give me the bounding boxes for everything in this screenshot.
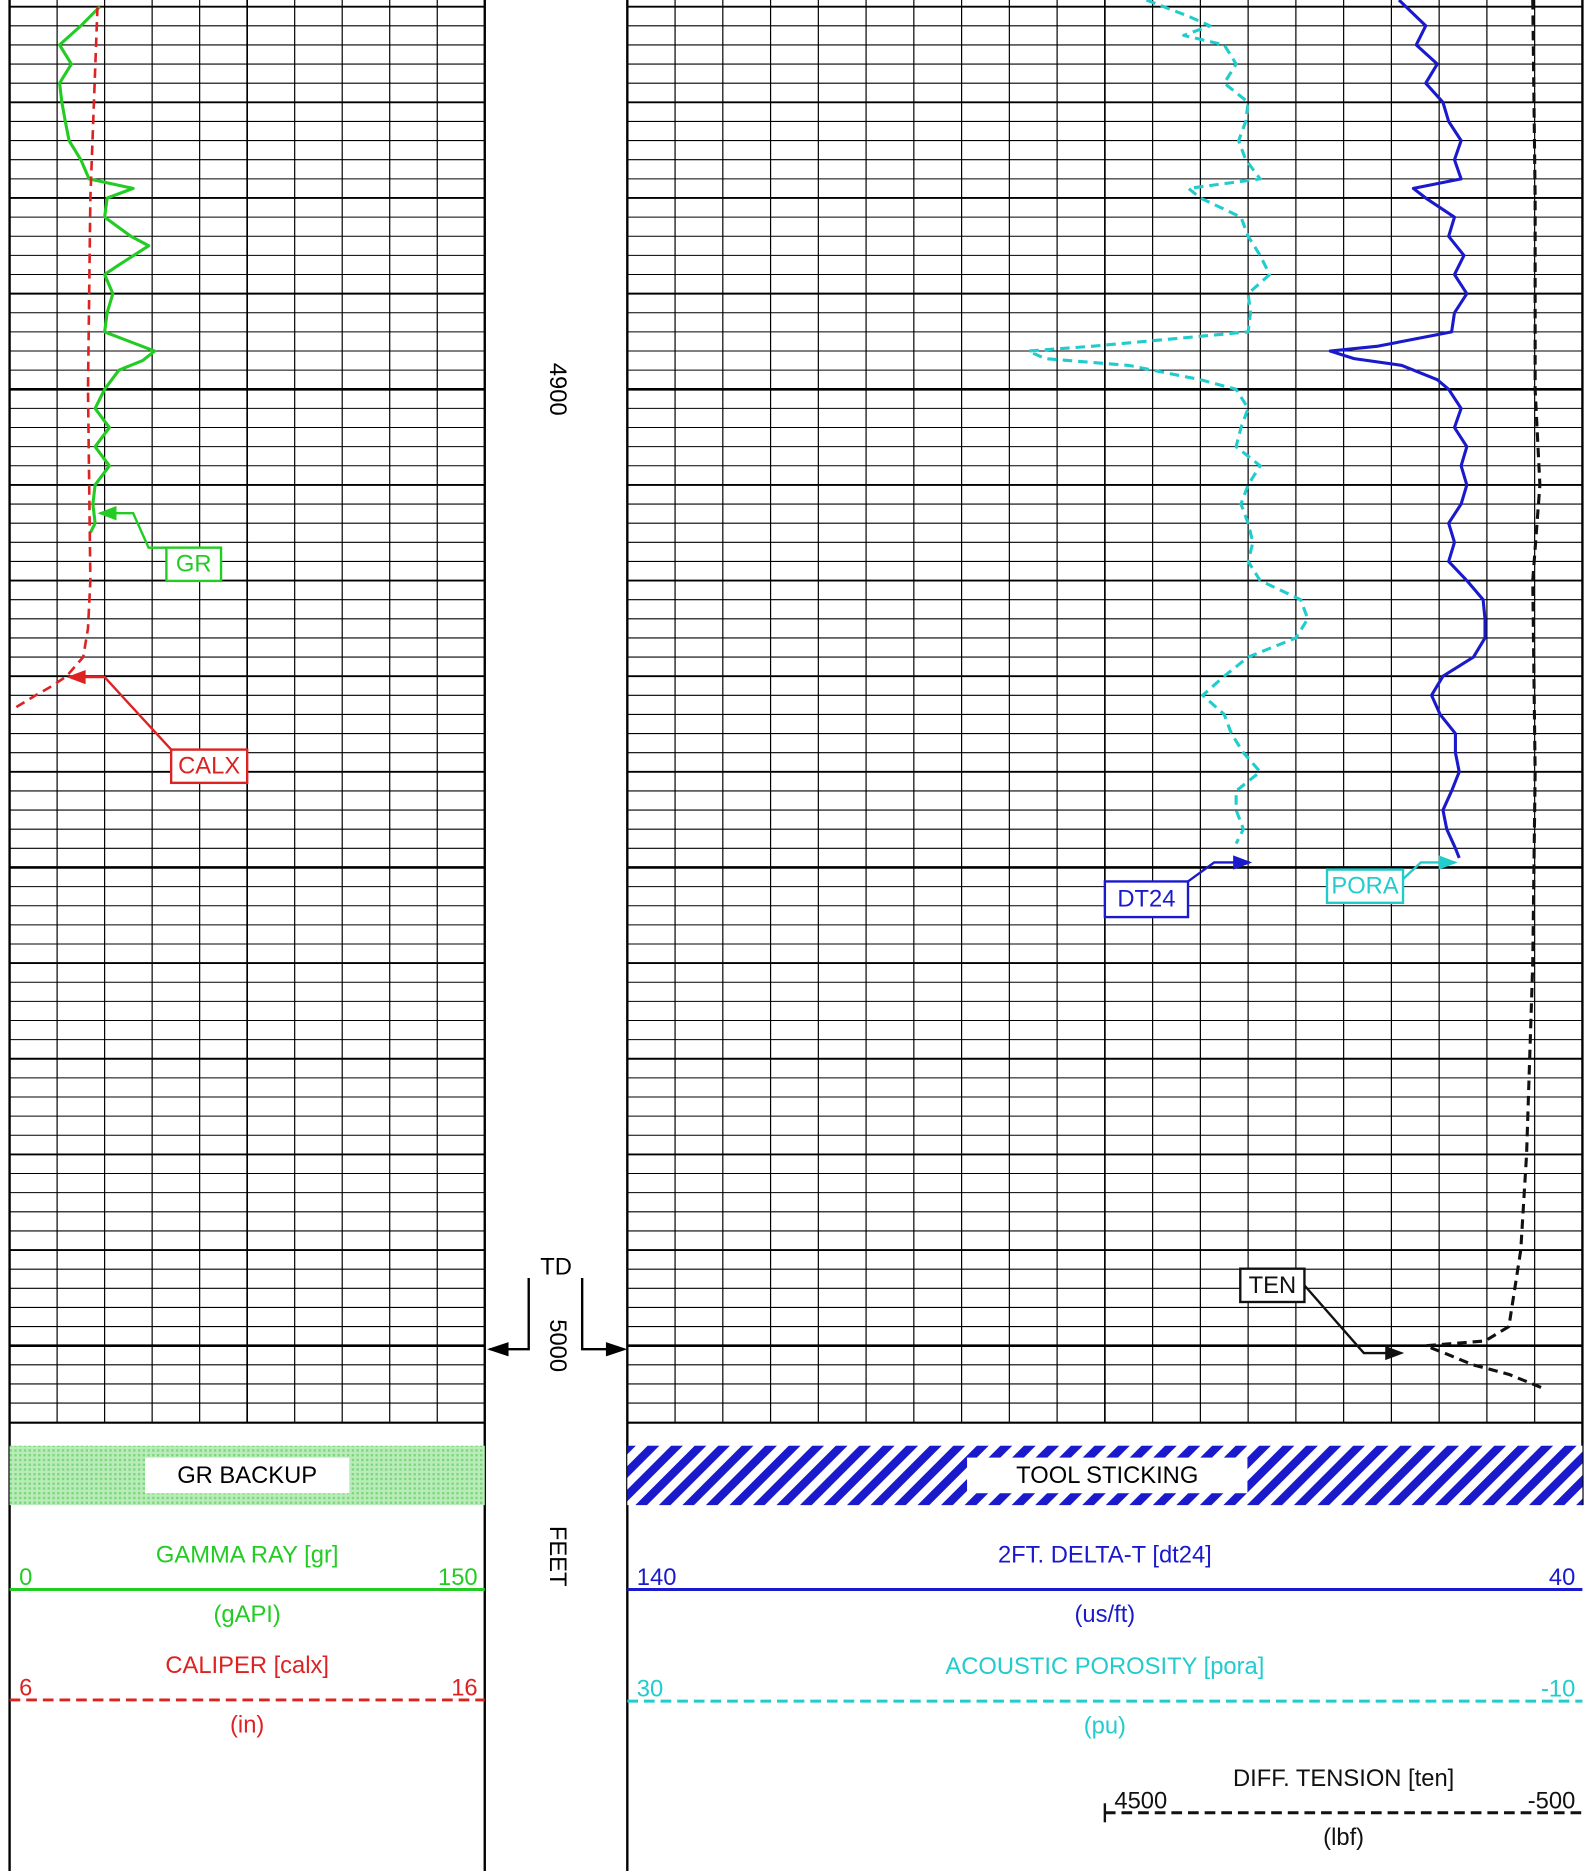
scale-left: 4500 bbox=[1114, 1787, 1167, 1814]
depth-label: 4900 bbox=[544, 363, 571, 416]
scale-left: 0 bbox=[19, 1564, 32, 1591]
label-box bbox=[1325, 868, 1405, 905]
curve bbox=[58, 5, 157, 534]
label-box bbox=[1239, 1267, 1306, 1304]
label-box bbox=[169, 748, 249, 785]
curve bbox=[11, 6, 99, 711]
leader-line bbox=[1303, 1284, 1400, 1355]
flag-box bbox=[145, 1457, 350, 1494]
flag-box bbox=[967, 1457, 1248, 1494]
flag-label: TOOL STICKING bbox=[1016, 1462, 1198, 1489]
legend-unit: (lbf) bbox=[1323, 1824, 1364, 1851]
leader-arrow bbox=[97, 506, 117, 521]
scale-right: -10 bbox=[1541, 1676, 1575, 1703]
label-box bbox=[1103, 880, 1190, 919]
legend-title: DIFF. TENSION [ten] bbox=[1233, 1765, 1454, 1792]
curve bbox=[1328, 0, 1487, 859]
flag-label: GR BACKUP bbox=[177, 1462, 317, 1489]
curve bbox=[1026, 0, 1310, 845]
depth-unit: FEET bbox=[544, 1526, 571, 1587]
scale-right: 40 bbox=[1549, 1564, 1575, 1591]
leader-arrow bbox=[1438, 855, 1458, 870]
scale-left: 30 bbox=[637, 1676, 663, 1703]
leader-arrow bbox=[1385, 1345, 1405, 1361]
td-bracket bbox=[489, 1277, 530, 1351]
scale-right: 150 bbox=[438, 1564, 478, 1591]
td-arrow bbox=[487, 1342, 509, 1357]
td-label: TD bbox=[540, 1254, 572, 1281]
legend-unit: (gAPI) bbox=[214, 1601, 281, 1628]
label-box bbox=[165, 546, 223, 583]
legend-title: 2FT. DELTA-T [dt24] bbox=[998, 1541, 1212, 1568]
scale-left: 140 bbox=[637, 1564, 677, 1591]
legend-title: CALIPER [calx] bbox=[165, 1652, 329, 1679]
depth-label: 5000 bbox=[544, 1319, 571, 1372]
leader-arrow bbox=[66, 669, 86, 685]
curve-label: DT24 bbox=[1117, 886, 1175, 913]
legend-title: ACOUSTIC POROSITY [pora] bbox=[945, 1653, 1264, 1680]
curve bbox=[1424, 0, 1545, 1391]
td-bracket bbox=[580, 1277, 623, 1351]
curve-label: TEN bbox=[1249, 1272, 1297, 1299]
td-arrow bbox=[605, 1342, 628, 1357]
leader-arrow bbox=[1233, 855, 1253, 870]
legend-title: GAMMA RAY [gr] bbox=[156, 1541, 339, 1568]
legend-unit: (pu) bbox=[1084, 1713, 1126, 1740]
legend-unit: (in) bbox=[230, 1711, 264, 1738]
legend-unit: (us/ft) bbox=[1075, 1601, 1136, 1628]
curve-label: GR bbox=[176, 551, 212, 578]
curve-label: PORA bbox=[1331, 873, 1398, 900]
leader-line bbox=[71, 675, 173, 751]
scale-right: 16 bbox=[451, 1675, 477, 1702]
scale-right: -500 bbox=[1528, 1787, 1576, 1814]
scale-left: 6 bbox=[19, 1675, 32, 1702]
curve-label: CALX bbox=[178, 753, 240, 780]
